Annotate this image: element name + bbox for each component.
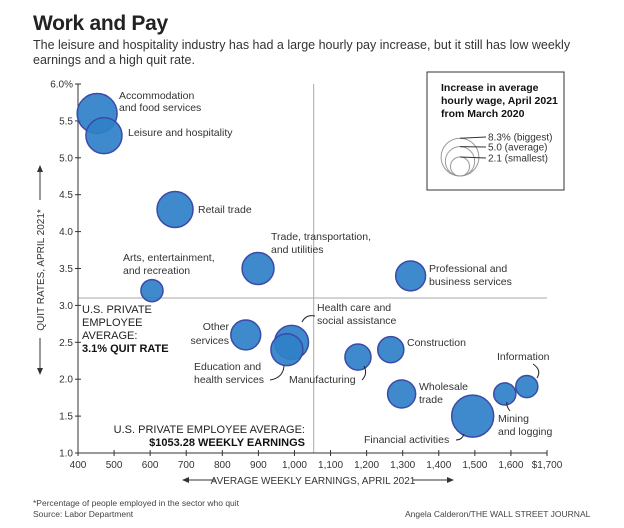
x-tick-label: $1,700 bbox=[532, 460, 563, 471]
label-arts-1: Arts, entertainment, bbox=[123, 252, 215, 264]
x-tick-label: 1,000 bbox=[282, 460, 307, 471]
label-accommodation-1: Accommodation bbox=[119, 90, 194, 102]
label-other-1: Other bbox=[203, 321, 230, 333]
y-tick-label: 6.0% bbox=[50, 80, 73, 91]
quit-avg-label-2: EMPLOYEE bbox=[82, 317, 143, 329]
label-leisure: Leisure and hospitality bbox=[128, 127, 233, 139]
leader-mining bbox=[506, 401, 511, 412]
legend-label: 5.0 (average) bbox=[488, 143, 547, 154]
bubble-wholesale-trade bbox=[386, 379, 417, 409]
label-arts-2: and recreation bbox=[123, 265, 190, 277]
y-tick-label: 2.0 bbox=[59, 375, 73, 386]
legend-label: 2.1 (smallest) bbox=[488, 154, 548, 165]
legend-title-3: from March 2020 bbox=[441, 108, 525, 120]
label-trade-2: and utilities bbox=[271, 244, 324, 256]
label-mining-2: and logging bbox=[498, 426, 552, 438]
bubble-construction bbox=[376, 335, 405, 364]
label-health-1: Health care and bbox=[317, 302, 391, 314]
footnote: *Percentage of people employed in the se… bbox=[33, 498, 240, 508]
label-financial: Financial activities bbox=[364, 434, 449, 446]
x-tick-label: 1,600 bbox=[498, 460, 523, 471]
quit-avg-value: 3.1% QUIT RATE bbox=[82, 343, 169, 355]
label-retail: Retail trade bbox=[198, 204, 252, 216]
quit-avg-label-1: U.S. PRIVATE bbox=[82, 304, 152, 316]
label-manufacturing: Manufacturing bbox=[289, 374, 356, 386]
x-tick-label: 1,500 bbox=[462, 460, 487, 471]
y-tick-label: 3.0 bbox=[59, 301, 73, 312]
leader-health bbox=[301, 315, 316, 323]
label-education-2: health services bbox=[194, 374, 264, 386]
bubble-other-services bbox=[230, 319, 262, 351]
x-tick-label: 1,200 bbox=[354, 460, 379, 471]
x-tick-label: 1,300 bbox=[390, 460, 415, 471]
bubble-manufacturing bbox=[344, 343, 372, 371]
label-professional-2: business services bbox=[429, 276, 512, 288]
legend-title-2: hourly wage, April 2021 bbox=[441, 95, 558, 107]
y-axis-title: QUIT RATES, APRIL 2021* bbox=[36, 209, 47, 331]
leader-manufacturing bbox=[361, 365, 367, 381]
x-tick-label: 500 bbox=[106, 460, 123, 471]
label-wholesale-2: trade bbox=[419, 394, 443, 406]
label-wholesale-1: Wholesale bbox=[419, 381, 468, 393]
label-information: Information bbox=[497, 351, 550, 363]
leader-education bbox=[269, 365, 285, 381]
label-construction: Construction bbox=[407, 337, 466, 349]
x-tick-label: 900 bbox=[250, 460, 267, 471]
y-tick-label: 4.0 bbox=[59, 227, 73, 238]
x-tick-label: 800 bbox=[214, 460, 231, 471]
legend-title-1: Increase in average bbox=[441, 82, 539, 94]
bubble-information bbox=[514, 374, 539, 399]
earnings-avg-value: $1053.28 WEEKLY EARNINGS bbox=[149, 437, 305, 449]
chart-subtitle: The leisure and hospitality industry has… bbox=[33, 38, 571, 67]
y-tick-label: 3.5 bbox=[59, 264, 73, 275]
bubble-mining-and-logging bbox=[492, 382, 517, 406]
credit: Angela Calderon/THE WALL STREET JOURNAL bbox=[405, 509, 591, 519]
x-arrow-left-icon bbox=[182, 477, 215, 483]
bubble-trade-transportation-and-utilities bbox=[241, 251, 275, 286]
legend-leader bbox=[459, 136, 487, 139]
label-other-2: services bbox=[190, 335, 229, 347]
x-arrow-right-icon bbox=[413, 477, 454, 483]
bubble-leisure-and-hospitality bbox=[85, 116, 123, 155]
legend-leader bbox=[459, 156, 487, 159]
label-trade-1: Trade, transportation, bbox=[271, 231, 371, 243]
y-tick-label: 1.5 bbox=[59, 412, 73, 423]
legend-label: 8.3% (biggest) bbox=[488, 133, 552, 144]
y-tick-label: 5.5 bbox=[59, 116, 73, 127]
bubble-retail-trade bbox=[156, 190, 194, 229]
x-tick-label: 1,100 bbox=[318, 460, 343, 471]
bubble-financial-activities bbox=[450, 394, 495, 438]
label-education-1: Education and bbox=[194, 361, 261, 373]
leader-information bbox=[532, 363, 540, 379]
quit-avg-label-3: AVERAGE: bbox=[82, 330, 137, 342]
bubble-professional-and-business-services bbox=[394, 260, 427, 292]
x-tick-label: 1,400 bbox=[426, 460, 451, 471]
bubble-arts-entertainment-and-recreation bbox=[140, 278, 164, 303]
y-tick-label: 2.5 bbox=[59, 338, 73, 349]
size-legend: Increase in average hourly wage, April 2… bbox=[426, 71, 565, 191]
label-professional-1: Professional and bbox=[429, 263, 507, 275]
source: Source: Labor Department bbox=[33, 509, 134, 519]
y-tick-label: 1.0 bbox=[59, 449, 73, 460]
y-tick-label: 4.5 bbox=[59, 190, 73, 201]
bubble-education-and-health-services bbox=[270, 332, 304, 367]
leader-financial bbox=[455, 433, 465, 441]
x-tick-label: 700 bbox=[178, 460, 195, 471]
x-tick-label: 600 bbox=[142, 460, 159, 471]
x-tick-label: 400 bbox=[70, 460, 87, 471]
label-accommodation-2: and food services bbox=[119, 102, 201, 114]
label-mining-1: Mining bbox=[498, 413, 529, 425]
y-tick-label: 5.0 bbox=[59, 153, 73, 164]
y-arrow-down-icon bbox=[37, 338, 43, 375]
label-health-2: social assistance bbox=[317, 315, 397, 327]
y-arrow-up-icon bbox=[37, 165, 43, 200]
x-axis-title: AVERAGE WEEKLY EARNINGS, APRIL 2021 bbox=[211, 476, 416, 487]
chart-title: Work and Pay bbox=[33, 12, 168, 35]
earnings-avg-label: U.S. PRIVATE EMPLOYEE AVERAGE: bbox=[114, 424, 305, 436]
